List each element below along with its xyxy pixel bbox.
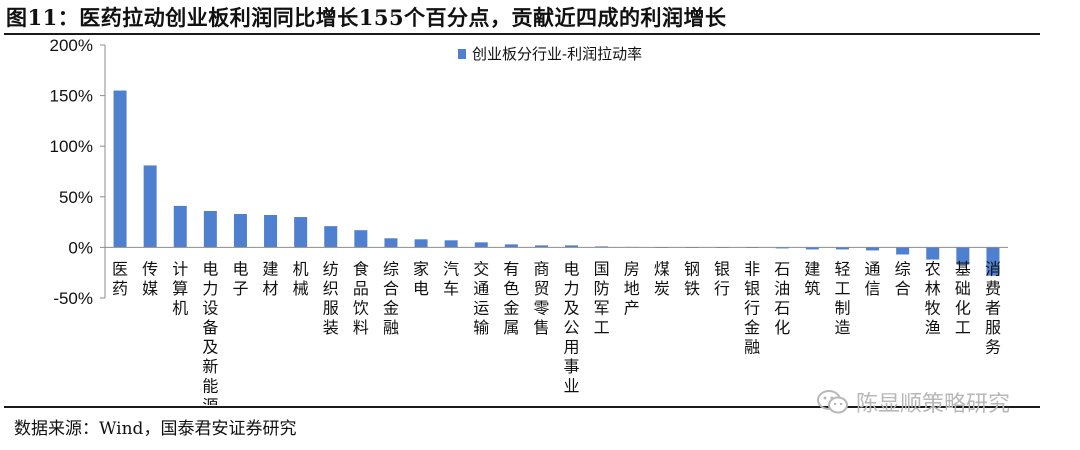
category-label: 机械 xyxy=(293,259,309,298)
bar xyxy=(534,245,548,248)
bar xyxy=(835,247,849,250)
bar xyxy=(143,165,157,248)
bar xyxy=(264,215,278,248)
category-label: 汽车 xyxy=(443,259,459,298)
category-label: 食品饮料 xyxy=(353,259,369,337)
bar xyxy=(926,247,940,260)
category-label: 建筑 xyxy=(804,259,820,298)
category-label: 电子 xyxy=(232,259,248,298)
bar xyxy=(775,247,789,249)
category-label: 传媒 xyxy=(142,259,158,298)
category-label: 医药 xyxy=(112,259,128,298)
bar xyxy=(504,244,518,248)
bar xyxy=(294,217,308,248)
category-label: 交通运输 xyxy=(473,259,489,337)
category-label: 通信 xyxy=(865,259,881,298)
y-tick-label: 50% xyxy=(59,188,93,207)
bars xyxy=(113,90,1000,276)
legend-swatch xyxy=(458,49,466,59)
bar xyxy=(414,239,428,248)
y-tick-label: 200% xyxy=(50,36,93,55)
watermark: 陈显顺策略研究 xyxy=(816,386,1010,421)
category-label: 计算机 xyxy=(172,259,188,317)
bar xyxy=(986,247,1000,276)
legend: 创业板分行业-利润拉动率 xyxy=(458,45,642,63)
category-label: 农林牧渔 xyxy=(925,259,941,337)
bar-chart: 创业板分行业-利润拉动率 -50% 0% 50% 100% 150% 200% 医药传媒计… xyxy=(50,36,1008,405)
bar xyxy=(896,247,910,255)
category-label: 综合金融 xyxy=(383,259,399,337)
category-label: 家电 xyxy=(413,259,429,298)
chart-title: 图11：医药拉动创业板利润同比增长155个百分点，贡献近四成的利润增长 xyxy=(6,5,727,30)
category-label: 商贸零售 xyxy=(533,259,549,337)
bar xyxy=(595,246,609,248)
category-label: 钢铁 xyxy=(684,259,700,298)
category-label: 建材 xyxy=(263,259,279,298)
category-label: 有色金属 xyxy=(503,259,519,337)
bar xyxy=(354,230,368,248)
wechat-icon xyxy=(816,389,850,421)
category-label: 消费者服务 xyxy=(985,259,1001,356)
category-label: 基础化工 xyxy=(955,259,971,337)
footer-rule xyxy=(4,406,1040,408)
y-axis: -50% 0% 50% 100% 150% 200% xyxy=(50,36,106,308)
y-tick-label: 0% xyxy=(68,238,93,257)
category-label: 煤炭 xyxy=(654,259,670,298)
watermark-text: 陈显顺策略研究 xyxy=(856,392,1011,417)
bar xyxy=(203,210,217,248)
bar xyxy=(565,245,579,248)
bar xyxy=(866,247,880,251)
bar xyxy=(474,242,488,248)
source-note: 数据来源：Wind，国泰君安证券研究 xyxy=(14,419,297,439)
y-tick-label: -50% xyxy=(53,289,93,308)
category-label: 纺织服装 xyxy=(323,259,339,337)
category-label: 银行 xyxy=(714,259,730,298)
title-rule xyxy=(4,33,1040,35)
category-label: 国防军工 xyxy=(594,259,610,337)
bar xyxy=(384,238,398,248)
bar xyxy=(113,90,127,248)
bar xyxy=(444,240,458,248)
category-label: 电力设备及新能源 xyxy=(202,259,218,405)
bar xyxy=(173,205,187,248)
category-labels: 医药传媒计算机电力设备及新能源电子建材机械纺织服装食品饮料综合金融家电汽车交通运… xyxy=(112,259,1001,405)
legend-label: 创业板分行业-利润拉动率 xyxy=(472,45,642,63)
bar xyxy=(805,247,819,250)
category-label: 综合 xyxy=(895,259,911,298)
bar xyxy=(233,214,247,248)
bar xyxy=(324,226,338,248)
category-label: 房地产 xyxy=(624,259,640,317)
category-label: 石油石化 xyxy=(774,259,790,337)
y-tick-label: 150% xyxy=(50,87,93,106)
category-label: 轻工制造 xyxy=(834,259,850,337)
category-label: 电力及公用事业 xyxy=(564,259,580,395)
category-label: 非银行金融 xyxy=(744,259,760,356)
y-tick-label: 100% xyxy=(50,137,93,156)
bar xyxy=(956,247,970,265)
